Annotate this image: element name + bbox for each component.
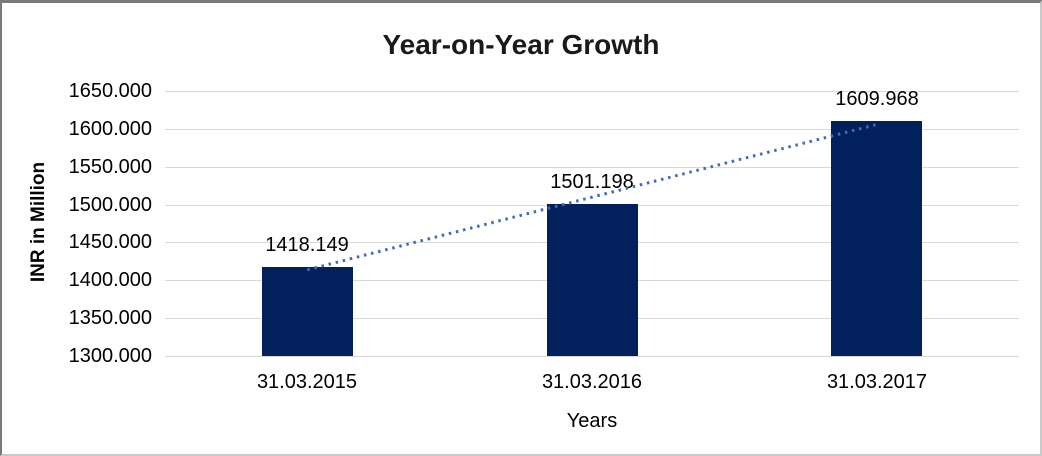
gridline — [165, 356, 1019, 357]
bar-value-label: 1501.198 — [550, 171, 634, 193]
y-axis-title: INR in Million — [28, 161, 49, 283]
bar-value-label: 1418.149 — [265, 234, 349, 256]
chart-title: Year-on-Year Growth — [382, 29, 660, 60]
y-axis-tick-label: 1300.000 — [68, 345, 152, 367]
y-axis-tick-label: 1500.000 — [68, 194, 152, 216]
y-axis-tick-label: 1600.000 — [68, 118, 152, 140]
y-axis-tick-label: 1350.000 — [68, 307, 152, 329]
y-axis-tick-label: 1650.000 — [68, 80, 152, 102]
x-axis-title: Years — [566, 410, 618, 432]
bar-value-label: 1609.968 — [835, 88, 919, 110]
bar-31.03.2015 — [262, 267, 353, 356]
bar-31.03.2016 — [547, 204, 638, 356]
x-axis-tick-label: 31.03.2016 — [541, 371, 643, 393]
y-axis-tick-label: 1400.000 — [68, 269, 152, 291]
bar-31.03.2017 — [831, 121, 922, 356]
x-axis-tick-label: 31.03.2015 — [256, 371, 358, 393]
gridline — [165, 91, 1019, 92]
y-axis-tick-label: 1450.000 — [68, 231, 152, 253]
x-axis-tick-label: 31.03.2017 — [826, 371, 928, 393]
y-axis-tick-label: 1550.000 — [68, 156, 152, 178]
